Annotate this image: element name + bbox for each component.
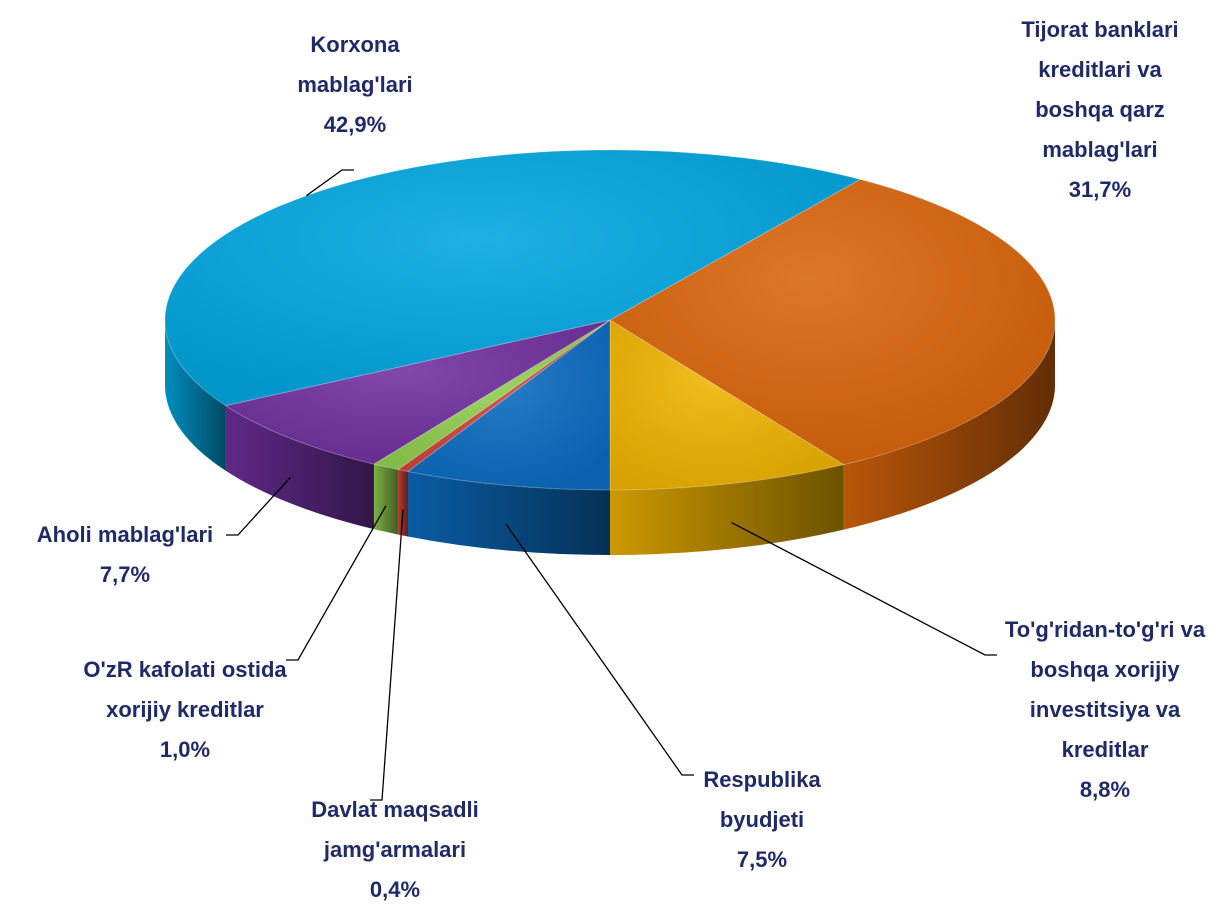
- slice-label: Tijorat banklari kreditlari va boshqa qa…: [1000, 10, 1200, 210]
- value-label: 7,5%: [736, 847, 788, 872]
- slice-label: To'g'ridan-to'g'ri va boshqa xorijiy inv…: [985, 610, 1225, 810]
- value-label: 1,0%: [159, 737, 211, 762]
- value-label: 42,9%: [323, 112, 387, 137]
- slice-label: O'zR kafolati ostida xorijiy kreditlar 1,…: [70, 650, 300, 770]
- leader-line: [731, 521, 997, 656]
- slice-side-shade: [610, 464, 844, 555]
- value-label: 7,7%: [99, 562, 151, 587]
- slice-top-gloss: [610, 179, 1055, 465]
- value-label: 31,7%: [1068, 177, 1132, 202]
- category-name: Tijorat banklari kreditlari va boshqa qa…: [1021, 17, 1179, 162]
- slice-side-shade: [373, 464, 399, 535]
- slice-label: Aholi mablag'lari 7,7%: [5, 515, 245, 595]
- slice-label: Korxona mablag'lari 42,9%: [280, 25, 430, 145]
- leader-line: [505, 523, 694, 776]
- value-label: 8,8%: [1079, 777, 1131, 802]
- slice-side-shade: [843, 320, 1055, 530]
- chart: [164, 149, 1056, 801]
- leader-line: [226, 476, 291, 536]
- leader-line: [286, 505, 387, 661]
- slice-label: Davlat maqsadli jamg'armalari 0,4%: [275, 790, 515, 910]
- slice-top-gloss: [610, 320, 844, 490]
- slice-top-gloss: [164, 149, 861, 406]
- slice-side-shade: [398, 469, 408, 537]
- category-name: Respublika byudjeti: [703, 767, 821, 832]
- slice-side-shade: [225, 405, 374, 530]
- leader-line: [370, 509, 404, 801]
- category-name: Korxona mablag'lari: [297, 32, 413, 97]
- slice-side-shade: [407, 471, 610, 555]
- slice-side-shade: [165, 320, 226, 471]
- slice-top-gloss: [407, 320, 610, 490]
- slice-top-gloss: [225, 320, 610, 465]
- category-name: Davlat maqsadli jamg'armalari: [311, 797, 479, 862]
- slice-top-gloss: [373, 320, 610, 470]
- category-name: To'g'ridan-to'g'ri va boshqa xorijiy inv…: [1004, 617, 1206, 762]
- value-label: 0,4%: [369, 877, 421, 902]
- leader-line: [306, 169, 354, 197]
- slice-label: Respublika byudjeti 7,5%: [682, 760, 842, 880]
- category-name: Aholi mablag'lari: [36, 522, 214, 547]
- slice-top-gloss: [398, 320, 610, 472]
- page: {"chart_data": {"type": "pie3d", "catego…: [5, 10, 1225, 902]
- category-name: O'zR kafolati ostida xorijiy kreditlar: [83, 657, 287, 722]
